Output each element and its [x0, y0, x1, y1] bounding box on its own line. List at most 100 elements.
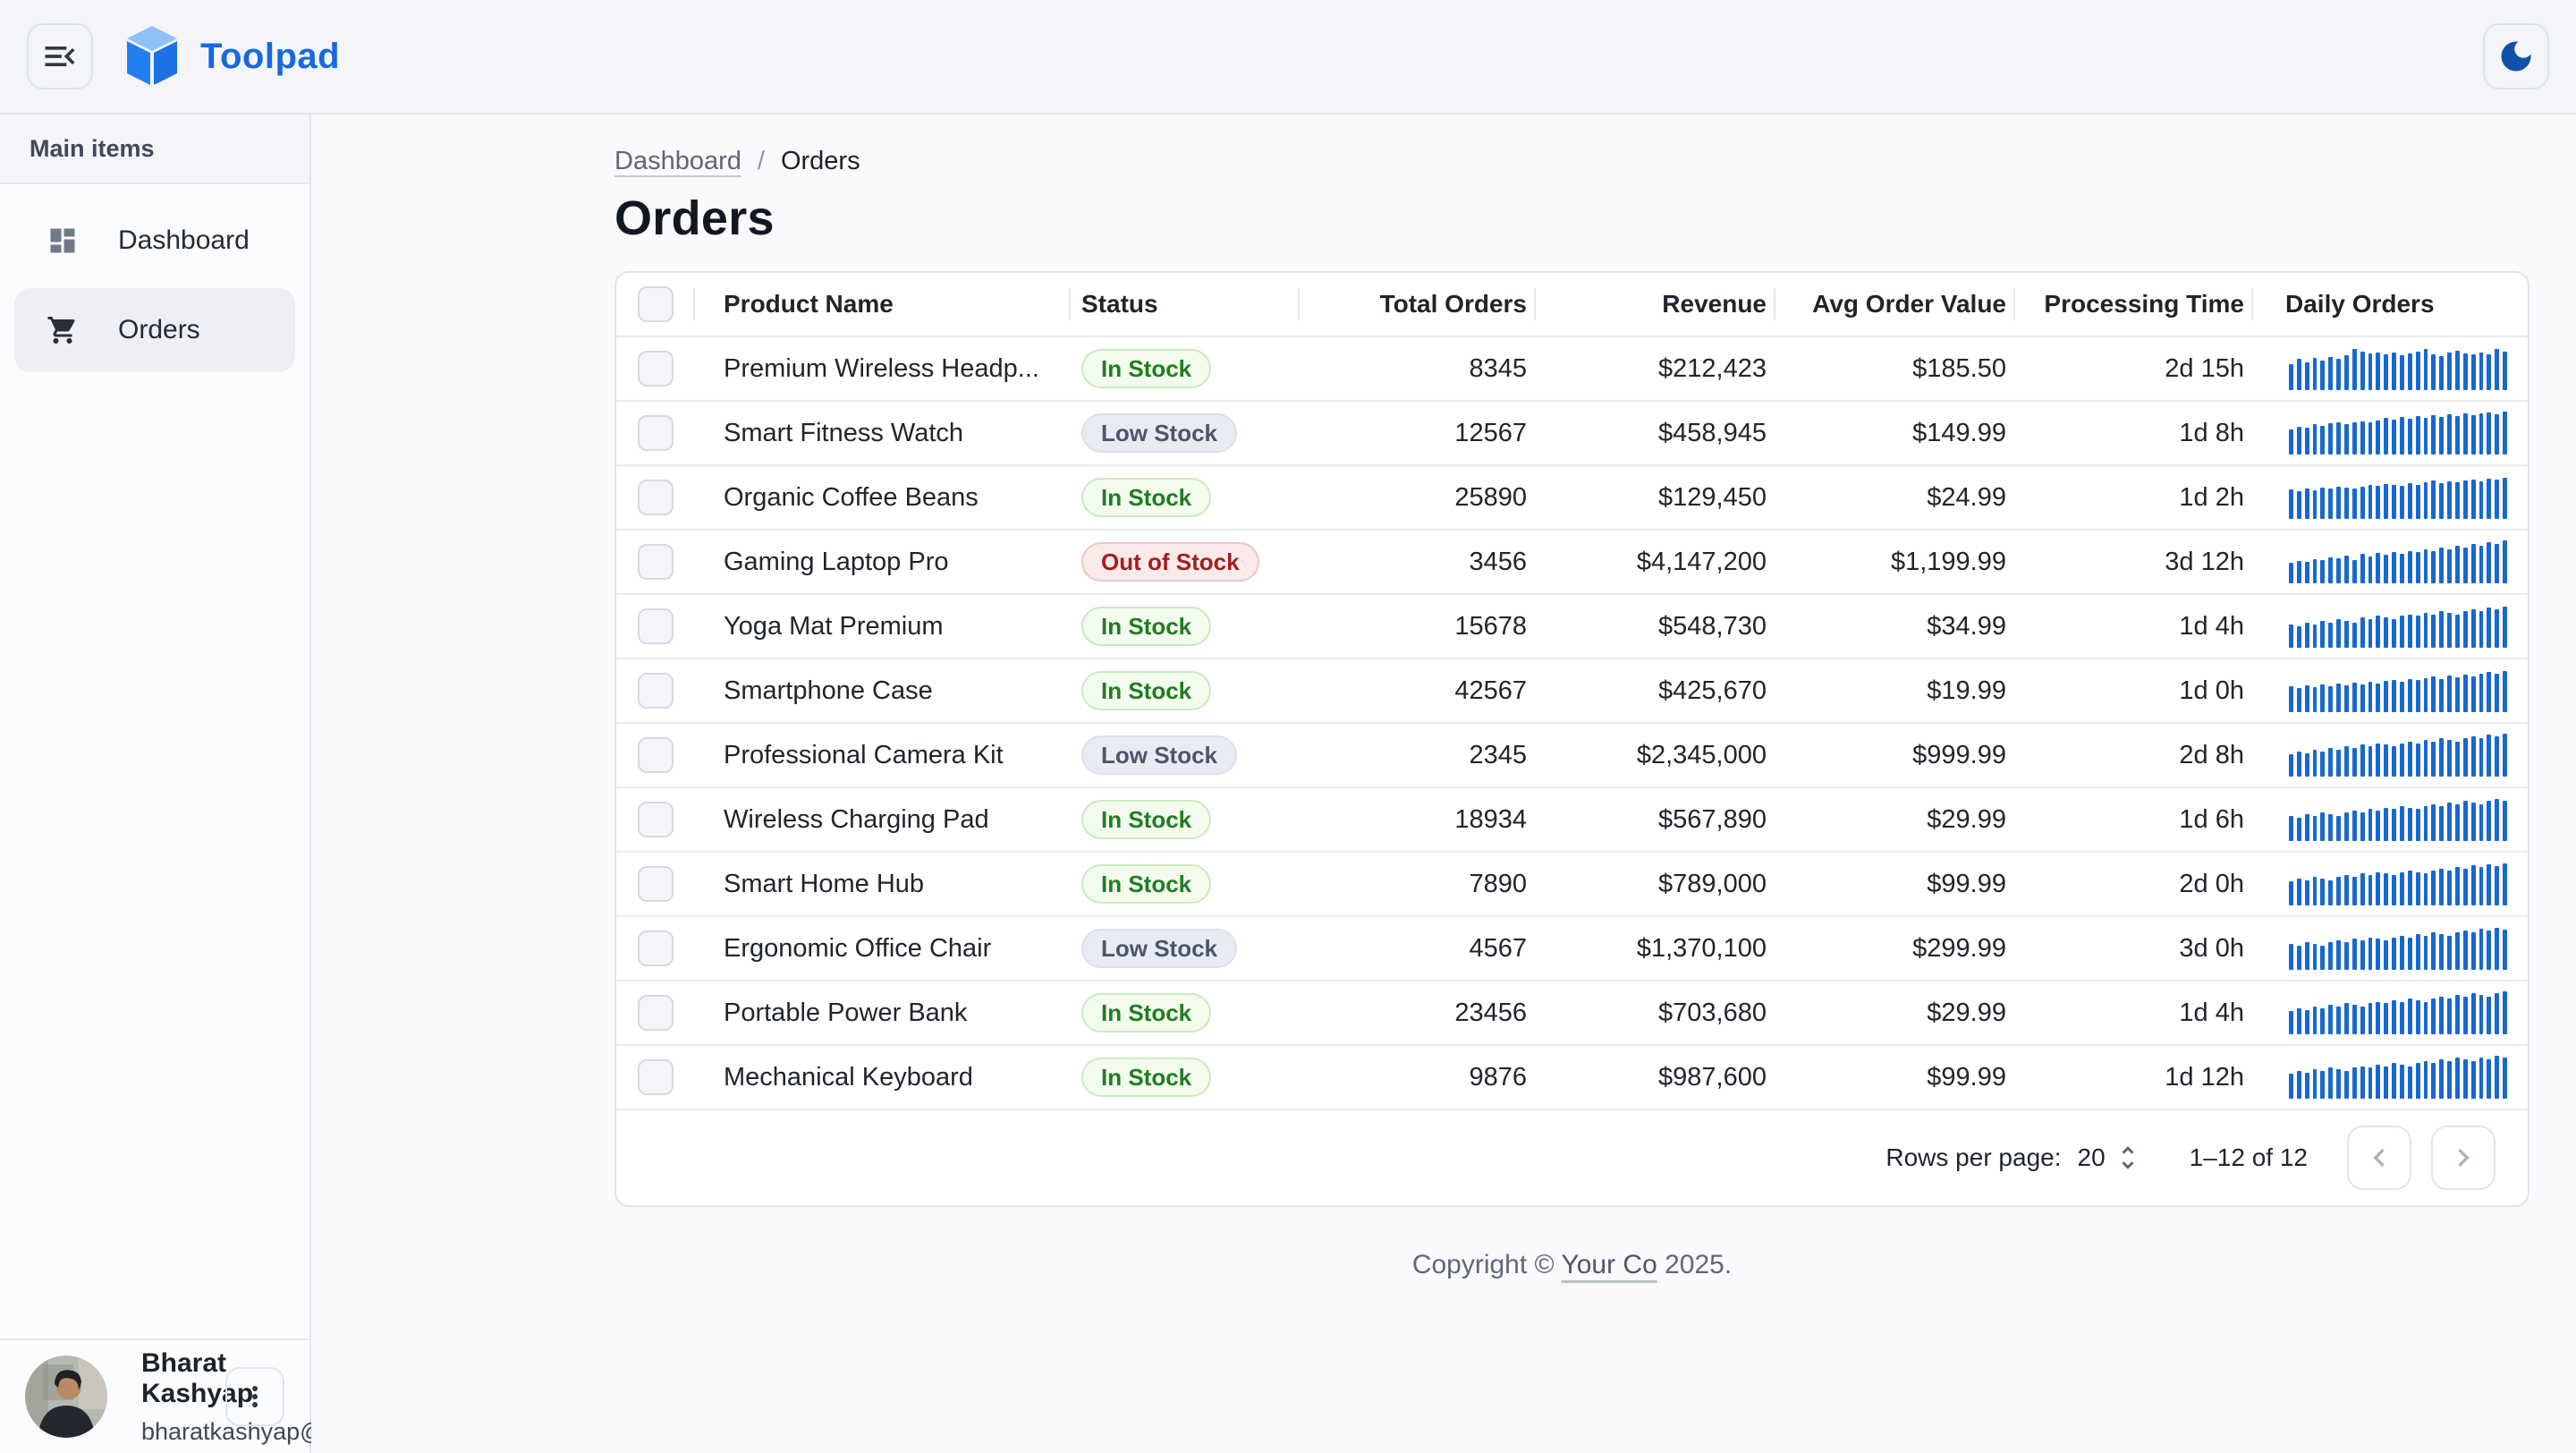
table-row: Portable Power Bank In Stock 23456 $703,… — [616, 980, 2528, 1044]
sidebar-item-label: Dashboard — [118, 225, 250, 255]
row-checkbox[interactable] — [638, 866, 674, 902]
product-name-cell: Premium Wireless Headp... — [724, 353, 1039, 383]
row-checkbox[interactable] — [638, 480, 674, 515]
processing-time-cell: 3d 0h — [2179, 933, 2244, 963]
rows-per-page-value: 20 — [2077, 1143, 2106, 1171]
sidebar-section-label: Main items — [30, 134, 155, 162]
status-badge: Out of Stock — [1081, 542, 1259, 582]
row-checkbox[interactable] — [638, 802, 674, 837]
avg-order-value-cell: $99.99 — [1927, 869, 2006, 898]
row-checkbox[interactable] — [638, 930, 674, 966]
column-header-daily[interactable]: Daily Orders — [2285, 290, 2435, 318]
column-header-name[interactable]: Product Name — [695, 273, 1071, 336]
toolpad-logo-icon — [127, 26, 177, 85]
previous-page-button[interactable] — [2347, 1126, 2411, 1190]
daily-orders-cell — [2253, 347, 2528, 390]
rows-per-page-select[interactable]: 20 — [2078, 1143, 2143, 1173]
column-header-status[interactable]: Status — [1071, 273, 1300, 336]
row-checkbox-cell — [616, 866, 695, 902]
row-checkbox[interactable] — [638, 737, 674, 773]
total-orders-cell: 18934 — [1454, 804, 1527, 834]
column-header-check[interactable] — [616, 273, 695, 336]
page-title: Orders — [614, 191, 775, 245]
row-checkbox[interactable] — [638, 544, 674, 580]
daily-orders-sparkline — [2289, 669, 2508, 712]
table-row: Gaming Laptop Pro Out of Stock 3456 $4,1… — [616, 529, 2528, 593]
row-checkbox-cell — [616, 673, 695, 709]
total-orders-cell: 9876 — [1469, 1062, 1527, 1092]
user-name: Bharat Kashyap — [141, 1347, 254, 1408]
table-row: Mechanical Keyboard In Stock 9876 $987,6… — [616, 1044, 2528, 1109]
column-header-total_orders[interactable]: Total Orders — [1300, 273, 1536, 336]
user-meta: Bharat Kashyap bharatkashyap@outlook.com — [141, 1347, 454, 1446]
product-name-cell: Yoga Mat Premium — [724, 611, 944, 641]
row-checkbox-cell — [616, 544, 695, 580]
daily-orders-sparkline — [2289, 1056, 2508, 1099]
status-badge: Low Stock — [1081, 413, 1238, 453]
row-checkbox[interactable] — [638, 415, 674, 451]
brand[interactable]: Toolpad — [127, 26, 340, 87]
product-name-cell: Gaming Laptop Pro — [724, 547, 949, 576]
processing-time-cell: 2d 8h — [2179, 740, 2244, 769]
total-orders-cell: 15678 — [1454, 611, 1527, 641]
avg-order-value-cell: $999.99 — [1912, 740, 2006, 769]
row-checkbox[interactable] — [638, 995, 674, 1031]
revenue-cell: $212,423 — [1658, 353, 1767, 383]
processing-time-cell: 1d 12h — [2165, 1062, 2244, 1092]
column-header-avg_order_value[interactable]: Avg Order Value — [1775, 273, 2015, 336]
total-orders-cell: 4567 — [1469, 933, 1527, 963]
revenue-cell: $129,450 — [1658, 482, 1767, 512]
daily-orders-cell — [2253, 669, 2528, 712]
avg-order-value-cell: $29.99 — [1927, 804, 2006, 834]
more-vert-icon — [252, 1386, 258, 1407]
table-row: Yoga Mat Premium In Stock 15678 $548,730… — [616, 593, 2528, 658]
row-checkbox[interactable] — [638, 351, 674, 387]
avg-order-value-cell: $185.50 — [1912, 353, 2006, 383]
status-cell: In Stock — [1071, 864, 1300, 904]
select-all-checkbox[interactable] — [638, 286, 674, 322]
status-badge: In Stock — [1081, 993, 1212, 1032]
column-header-processing_time[interactable]: Processing Time — [2015, 273, 2253, 336]
status-cell: In Stock — [1071, 607, 1300, 646]
breadcrumb: Dashboard / Orders — [614, 147, 2531, 176]
row-checkbox[interactable] — [638, 608, 674, 644]
row-checkbox-cell — [616, 995, 695, 1031]
column-header-revenue[interactable]: Revenue — [1536, 273, 1775, 336]
total-orders-cell: 3456 — [1469, 547, 1527, 576]
status-cell: Low Stock — [1071, 735, 1300, 775]
breadcrumb-link-dashboard[interactable]: Dashboard — [614, 147, 741, 175]
row-checkbox[interactable] — [638, 673, 674, 709]
row-checkbox-cell — [616, 480, 695, 515]
revenue-cell: $2,345,000 — [1636, 740, 1767, 769]
row-checkbox-cell — [616, 802, 695, 837]
user-menu-button[interactable] — [225, 1367, 284, 1426]
sidebar-item-orders[interactable]: Orders — [14, 288, 295, 372]
product-name-cell: Smartphone Case — [724, 676, 933, 705]
breadcrumb-current: Orders — [780, 147, 860, 175]
row-checkbox[interactable] — [638, 1059, 674, 1095]
status-cell: In Stock — [1071, 800, 1300, 839]
company-link[interactable]: Your Co — [1561, 1250, 1657, 1279]
avatar — [25, 1355, 107, 1438]
daily-orders-cell — [2253, 798, 2528, 841]
table-header-row: Product Name Status Total Orders Revenue Avg… — [616, 273, 2528, 336]
status-cell: In Stock — [1071, 1058, 1300, 1097]
copyright-footer: Copyright © Your Co 2025. — [614, 1250, 2529, 1280]
product-name-cell: Portable Power Bank — [724, 998, 968, 1027]
sidebar-item-dashboard[interactable]: Dashboard — [14, 199, 295, 283]
daily-orders-cell — [2253, 1056, 2528, 1099]
revenue-cell: $458,945 — [1658, 418, 1767, 447]
table-row: Smartphone Case In Stock 42567 $425,670 … — [616, 658, 2528, 722]
table-row: Organic Coffee Beans In Stock 25890 $129… — [616, 464, 2528, 529]
status-cell: Low Stock — [1071, 929, 1300, 968]
dashboard-icon — [50, 228, 75, 253]
theme-toggle-button[interactable] — [2483, 23, 2549, 89]
product-name-cell: Professional Camera Kit — [724, 740, 1004, 769]
daily-orders-sparkline — [2289, 798, 2508, 841]
table-body: Premium Wireless Headp... In Stock 8345 … — [616, 336, 2528, 1109]
collapse-sidebar-button[interactable] — [27, 23, 93, 89]
revenue-cell: $987,600 — [1658, 1062, 1767, 1092]
row-checkbox-cell — [616, 415, 695, 451]
copyright-prefix: Copyright © — [1411, 1250, 1562, 1279]
next-page-button[interactable] — [2431, 1126, 2496, 1190]
